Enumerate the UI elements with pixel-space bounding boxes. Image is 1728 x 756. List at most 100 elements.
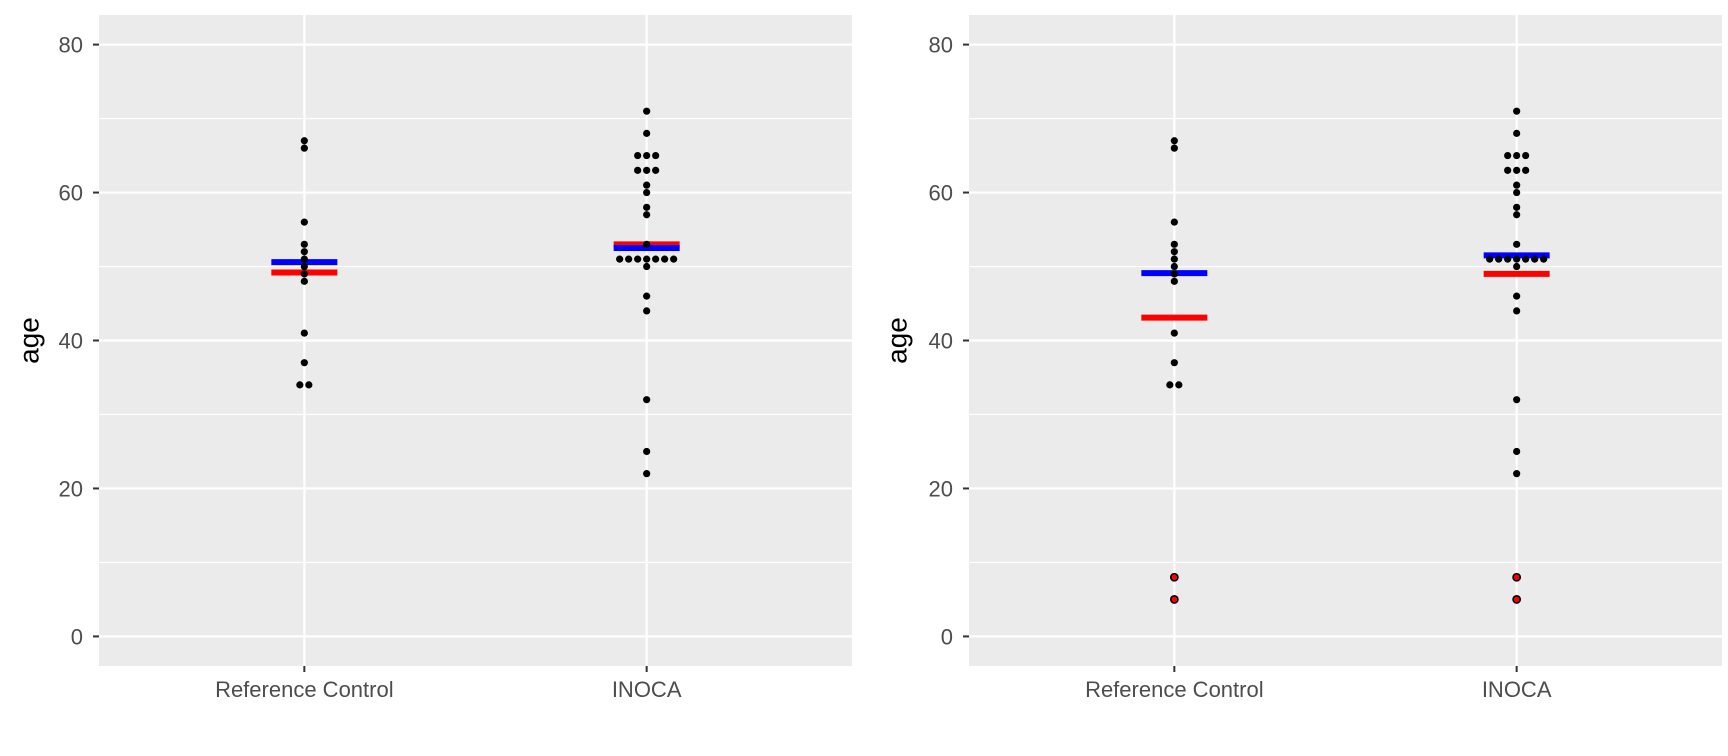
data-point [1513,203,1521,211]
data-point [625,255,633,263]
y-tick-label: 60 [59,181,83,206]
data-point [1170,248,1178,256]
data-point [643,470,651,478]
data-point [1522,151,1530,160]
data-point [643,262,651,271]
data-point [300,329,308,337]
data-point [1486,255,1494,263]
y-tick-label: 40 [59,329,83,354]
data-point [1170,329,1178,337]
data-point [1513,151,1521,160]
data-point [616,255,624,263]
data-point [1513,262,1521,271]
x-tick-label: Reference Control [1085,677,1264,702]
data-point [652,151,660,160]
data-point [643,307,651,315]
data-point [1540,255,1548,263]
x-tick-label: Reference Control [215,677,394,702]
data-point [300,240,308,248]
data-point [1504,255,1512,263]
data-point [1495,255,1503,263]
data-point [300,277,308,285]
data-point [1513,470,1521,478]
data-point [300,248,308,256]
data-point [1513,107,1521,115]
data-point [1504,151,1512,160]
data-point [300,270,308,278]
y-tick-label: 80 [929,33,953,58]
data-point [643,181,651,189]
data-point [643,447,651,456]
data-point [300,255,308,263]
data-point [300,137,308,145]
data-point [300,262,308,271]
data-point [643,292,651,300]
data-point [643,151,651,160]
data-point [1513,181,1521,189]
y-axis-title: age [13,317,44,364]
data-point [1170,270,1178,278]
data-point [1513,129,1521,137]
data-point [300,359,308,367]
data-point [1522,255,1530,263]
data-point [634,255,642,263]
data-point [643,211,651,219]
x-tick-label: INOCA [1482,677,1552,702]
data-point [643,203,651,211]
data-point [1170,240,1178,248]
data-point [1504,166,1512,174]
data-point [1513,240,1521,248]
data-point [1170,218,1178,226]
data-point [1513,396,1521,404]
data-point [643,188,651,197]
data-point [1170,262,1178,271]
data-point [1513,307,1521,315]
y-tick-label: 0 [71,624,83,649]
data-point [1513,188,1521,197]
data-point [652,255,660,263]
data-point [643,129,651,137]
data-point [652,166,660,174]
data-point [643,240,651,248]
data-point [643,255,651,263]
data-point [670,255,678,263]
data-point [1513,447,1521,456]
data-point [1170,277,1178,285]
data-point [1522,166,1530,174]
y-tick-label: 20 [59,476,83,501]
data-point [643,107,651,115]
data-point [1170,144,1178,152]
outlier-point [1169,572,1179,582]
outlier-point [1512,595,1522,604]
outlier-point [1169,595,1179,604]
data-point [300,144,308,152]
data-point [1166,381,1174,389]
data-point [1531,255,1539,263]
y-tick-label: 60 [929,181,953,206]
data-point [1513,292,1521,300]
right-panel: 0 20 40 60 80 Reference Control INOCA age [881,15,1722,702]
y-tick-label: 20 [929,476,953,501]
data-point [643,396,651,404]
data-point [643,166,651,174]
outlier-point [1512,572,1522,582]
y-axis-title: age [881,317,912,364]
left-panel: 0 20 40 60 80 Reference Control INOCA age [13,15,852,702]
data-point [1513,166,1521,174]
y-tick-label: 80 [59,33,83,58]
data-point [305,381,313,389]
data-point [1513,255,1521,263]
data-point [1170,359,1178,367]
data-point [1170,137,1178,145]
y-tick-label: 0 [941,624,953,649]
data-point [296,381,304,389]
data-point [300,218,308,226]
data-point [634,151,642,160]
data-point [1175,381,1183,389]
data-point [1170,255,1178,263]
data-point [661,255,669,263]
data-point [1513,211,1521,219]
y-tick-label: 40 [929,329,953,354]
x-tick-label: INOCA [612,677,682,702]
